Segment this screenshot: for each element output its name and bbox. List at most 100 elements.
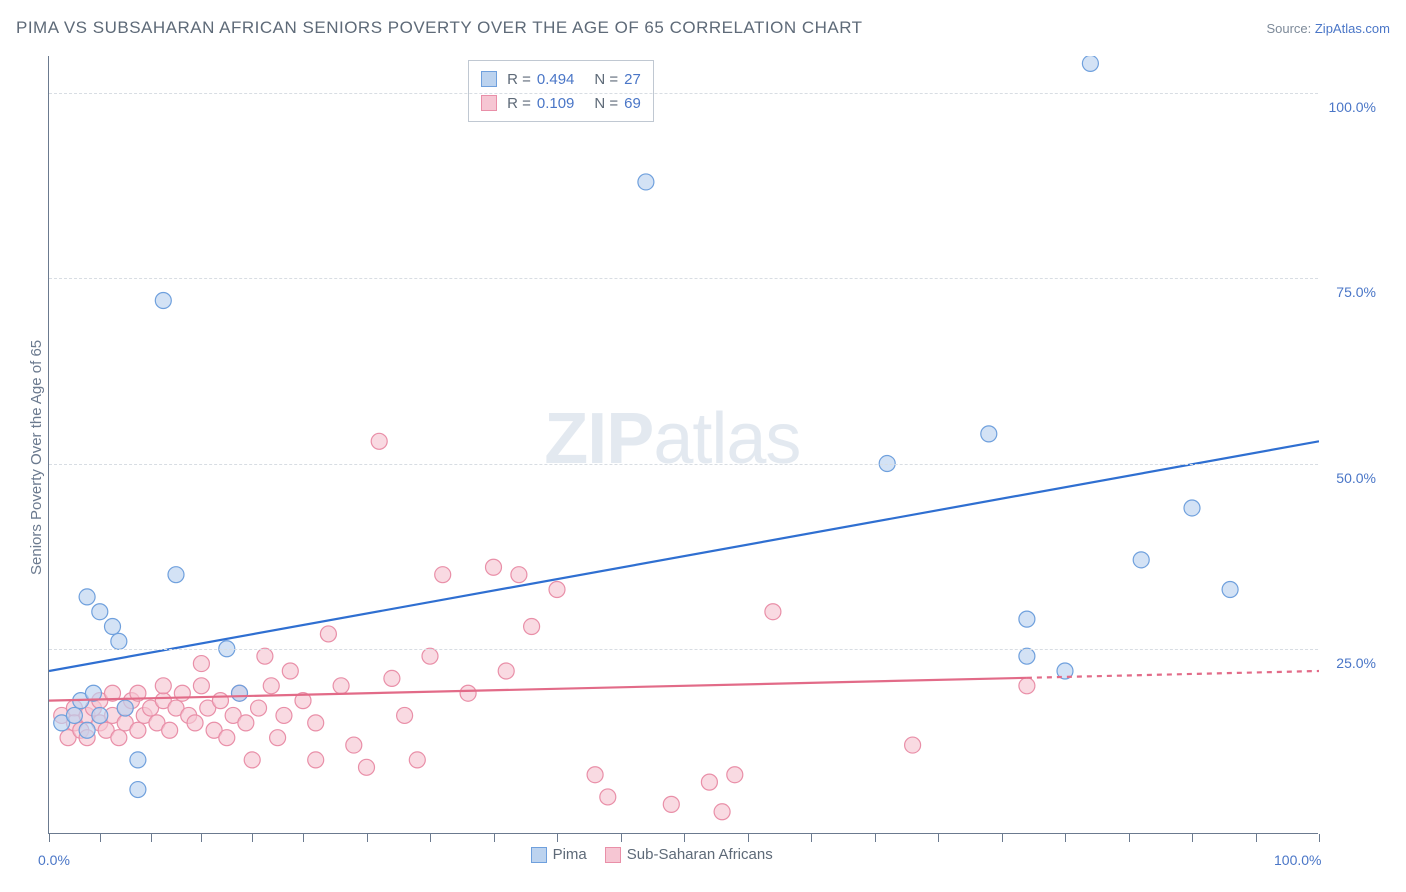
x-tick-mark: [1319, 834, 1320, 842]
data-point: [187, 715, 203, 731]
data-point: [257, 648, 273, 664]
legend-series: Pima Sub-Saharan Africans: [531, 846, 773, 863]
data-point: [346, 737, 362, 753]
data-point: [111, 730, 127, 746]
chart-svg: [49, 56, 1319, 834]
data-point: [1184, 500, 1200, 516]
x-tick-mark: [151, 834, 152, 842]
data-point: [117, 700, 133, 716]
source-link[interactable]: ZipAtlas.com: [1315, 21, 1390, 36]
data-point: [1133, 552, 1149, 568]
gridline: [49, 278, 1318, 279]
x-tick-mark: [494, 834, 495, 842]
data-point: [320, 626, 336, 642]
data-point: [600, 789, 616, 805]
data-point: [727, 767, 743, 783]
data-point: [663, 796, 679, 812]
r-value: 0.109: [537, 95, 575, 112]
data-point: [174, 685, 190, 701]
data-point: [155, 678, 171, 694]
x-tick-mark: [49, 834, 50, 842]
y-axis-label: Seniors Poverty Over the Age of 65: [28, 340, 45, 575]
data-point: [486, 559, 502, 575]
n-label: N =: [594, 95, 618, 112]
x-tick-mark: [621, 834, 622, 842]
source-prefix: Source:: [1266, 21, 1314, 36]
data-point: [130, 752, 146, 768]
data-point: [193, 678, 209, 694]
data-point: [397, 707, 413, 723]
legend-stats-row: R = 0.109 N = 69: [481, 91, 641, 115]
data-point: [238, 715, 254, 731]
data-point: [981, 426, 997, 442]
data-point: [765, 604, 781, 620]
n-value: 69: [624, 95, 641, 112]
y-tick-label: 50.0%: [1326, 470, 1376, 486]
chart-container: PIMA VS SUBSAHARAN AFRICAN SENIORS POVER…: [0, 0, 1406, 892]
data-point: [1222, 581, 1238, 597]
y-tick-label: 75.0%: [1326, 284, 1376, 300]
r-label: R =: [507, 95, 531, 112]
data-point: [219, 730, 235, 746]
gridline: [49, 93, 1318, 94]
x-tick-mark: [252, 834, 253, 842]
x-tick-mark: [430, 834, 431, 842]
data-point: [270, 730, 286, 746]
data-point: [905, 737, 921, 753]
data-point: [232, 685, 248, 701]
gridline: [49, 649, 1318, 650]
legend-swatch: [531, 847, 547, 863]
x-tick-mark: [748, 834, 749, 842]
legend-swatch: [605, 847, 621, 863]
x-tick-mark: [811, 834, 812, 842]
data-point: [498, 663, 514, 679]
data-point: [105, 619, 121, 635]
x-tick-mark: [875, 834, 876, 842]
data-point: [435, 567, 451, 583]
data-point: [276, 707, 292, 723]
legend-item: Sub-Saharan Africans: [605, 846, 773, 863]
data-point: [359, 759, 375, 775]
x-tick-mark: [938, 834, 939, 842]
x-tick-mark: [201, 834, 202, 842]
data-point: [333, 678, 349, 694]
data-point: [638, 174, 654, 190]
legend-item: Pima: [531, 846, 587, 863]
legend-label: Sub-Saharan Africans: [627, 846, 773, 863]
data-point: [251, 700, 267, 716]
data-point: [130, 722, 146, 738]
data-point: [92, 604, 108, 620]
legend-swatch: [481, 95, 497, 111]
source-label: Source: ZipAtlas.com: [1266, 21, 1390, 36]
x-tick-mark: [684, 834, 685, 842]
data-point: [549, 581, 565, 597]
data-point: [587, 767, 603, 783]
data-point: [460, 685, 476, 701]
data-point: [714, 804, 730, 820]
x-tick-mark: [367, 834, 368, 842]
x-tick-mark: [1065, 834, 1066, 842]
x-tick-mark: [1256, 834, 1257, 842]
data-point: [1019, 611, 1035, 627]
y-tick-label: 100.0%: [1326, 99, 1376, 115]
data-point: [511, 567, 527, 583]
data-point: [422, 648, 438, 664]
data-point: [308, 752, 324, 768]
x-tick-label-right: 100.0%: [1274, 852, 1321, 868]
data-point: [79, 722, 95, 738]
data-point: [263, 678, 279, 694]
r-label: R =: [507, 71, 531, 88]
data-point: [79, 589, 95, 605]
data-point: [212, 693, 228, 709]
n-label: N =: [594, 71, 618, 88]
plot-area: ZIPatlas R =0.494N =27R =0.109N =69 25.0…: [48, 56, 1318, 834]
data-point: [162, 722, 178, 738]
title-bar: PIMA VS SUBSAHARAN AFRICAN SENIORS POVER…: [16, 18, 1390, 38]
chart-title: PIMA VS SUBSAHARAN AFRICAN SENIORS POVER…: [16, 18, 863, 38]
x-tick-mark: [557, 834, 558, 842]
x-tick-mark: [1192, 834, 1193, 842]
legend-label: Pima: [553, 846, 587, 863]
x-tick-mark: [303, 834, 304, 842]
data-point: [409, 752, 425, 768]
data-point: [282, 663, 298, 679]
